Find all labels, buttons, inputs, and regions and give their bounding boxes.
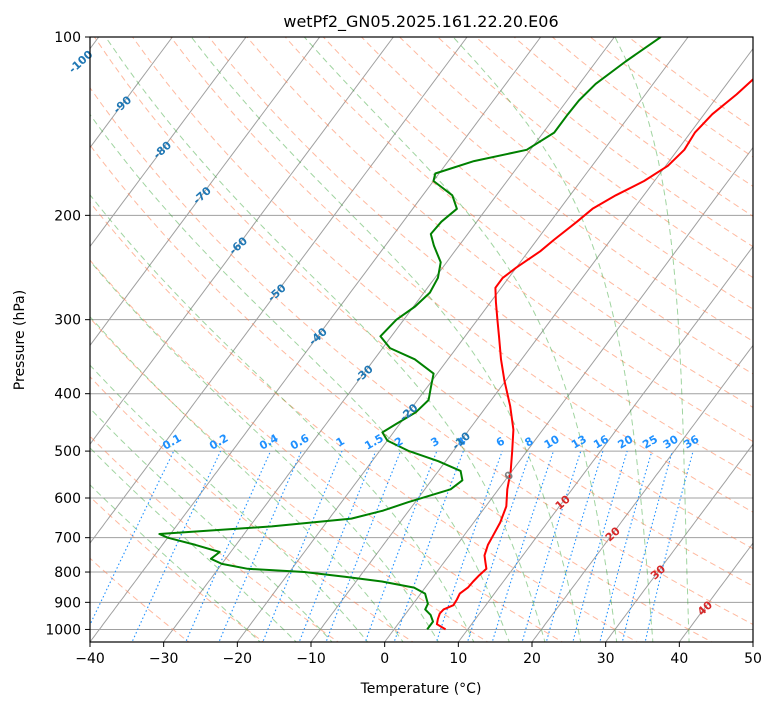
moist-adiabat-line [90, 407, 333, 642]
mixing-ratio-line [572, 450, 628, 642]
dry-adiabat-line [170, 37, 753, 513]
x-tick-label: 0 [380, 651, 389, 667]
y-axis-label: Pressure (hPa) [12, 290, 28, 390]
dry-adiabat-line [90, 144, 713, 642]
dry-adiabat-line [90, 376, 414, 642]
mixing-ratio-line [393, 450, 464, 642]
isotherm-line [236, 37, 689, 642]
isotherm-line [90, 37, 468, 544]
y-axis: 1000 900 800 700 600 500 400 300 200 100 [45, 30, 90, 638]
moist-adiabat-line [90, 447, 297, 642]
y-tick-label: 400 [54, 387, 81, 403]
y-tick-label: 200 [54, 208, 81, 224]
y-tick-label: 800 [54, 565, 81, 581]
mixing-ratio-line [599, 450, 653, 642]
isotherm-line [531, 344, 753, 642]
y-tick-label: 100 [54, 30, 81, 46]
moist-adiabat-line [90, 315, 404, 642]
dry-adiabat-line [90, 201, 639, 642]
mixing-ratio-line [364, 450, 438, 642]
isotherm-line [457, 245, 753, 642]
dry-adiabat-line [90, 259, 564, 642]
dry-adiabat-line [361, 37, 753, 342]
dry-adiabat-line [93, 37, 753, 587]
mixing-ratio-line [298, 450, 377, 642]
moist-adiabat-line [190, 37, 582, 642]
mixing-ratio-line [644, 450, 694, 642]
mixing-ratio-line [545, 450, 604, 642]
background-grid [90, 37, 753, 642]
x-tick-label: 40 [670, 651, 688, 667]
y-tick-label: 500 [54, 444, 81, 460]
plot-frame [89, 36, 754, 643]
moist-adiabat-line [90, 364, 369, 642]
chart-title: wetPf2_GN05.2025.161.22.20.E06 [283, 12, 558, 32]
mixing-ratio-line [521, 450, 582, 642]
x-tick-label: 10 [449, 651, 467, 667]
moist-adiabat-line [452, 37, 654, 642]
moist-adiabat-line [614, 37, 690, 642]
x-tick-label: 50 [744, 651, 762, 667]
temperature-profile-line [435, 78, 753, 631]
y-tick-label: 1000 [45, 622, 81, 638]
mixing-ratio-line [621, 450, 673, 642]
isotherm-line [163, 37, 615, 642]
mixing-ratio-line [435, 450, 503, 642]
mixing-ratio-line [325, 450, 402, 642]
dry-adiabat-line [132, 37, 753, 550]
moist-adiabat-line [90, 484, 261, 642]
x-axis-label: Temperature (°C) [360, 681, 482, 697]
isotherm-line [605, 443, 753, 642]
moist-adiabat-line [90, 260, 439, 642]
isotherm-line [310, 47, 753, 642]
mixing-ratio-line [131, 450, 222, 642]
dewpoint-profile-line [158, 37, 662, 630]
dry-adiabat-line [90, 435, 340, 642]
x-tick-label: −40 [75, 651, 105, 667]
isotherm-line [678, 542, 753, 642]
x-axis: −40 −30 −20 −10 0 10 20 30 40 50 [75, 642, 762, 667]
dry-adiabat-line [284, 37, 753, 408]
isotherm-line [90, 37, 542, 642]
x-tick-label: −30 [149, 651, 179, 667]
moist-adiabat-line [105, 37, 546, 642]
sounding-profiles [158, 37, 753, 631]
dry-adiabat-line [322, 37, 753, 375]
dry-adiabat-line [90, 86, 753, 626]
moist-adiabat-line [303, 37, 618, 642]
y-tick-label: 300 [54, 313, 81, 329]
x-tick-label: −10 [296, 651, 326, 667]
y-tick-label: 900 [54, 595, 81, 611]
mixing-ratio-line [262, 450, 343, 642]
x-tick-label: 20 [523, 651, 541, 667]
mixing-ratio-line [466, 450, 532, 642]
isotherm-line [384, 146, 753, 642]
x-tick-label: 30 [597, 651, 615, 667]
mixing-ratio-line [491, 450, 555, 642]
x-tick-label: −20 [223, 651, 253, 667]
y-tick-label: 700 [54, 531, 81, 547]
moist-adiabat-line [90, 113, 510, 642]
isotherm-line [90, 37, 321, 347]
y-tick-label: 600 [54, 491, 81, 507]
